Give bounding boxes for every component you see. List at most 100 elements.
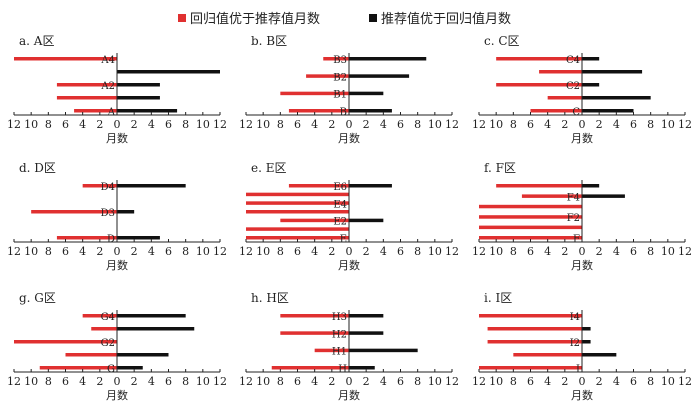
- category-label: F2: [567, 213, 580, 224]
- x-tick-label: 4: [380, 245, 387, 258]
- panel-title: h. H区: [251, 291, 289, 305]
- x-tick-label: 4: [148, 245, 155, 258]
- bar-red: [246, 227, 349, 231]
- x-axis-label: 月数: [338, 389, 360, 402]
- bar-red: [513, 353, 582, 357]
- category-label: C2: [566, 81, 580, 92]
- category-label: G2: [101, 338, 115, 349]
- bar-red: [65, 353, 117, 357]
- bar-black: [117, 70, 220, 74]
- bar-red: [246, 210, 349, 214]
- panel-title: g. G区: [19, 291, 56, 305]
- x-tick-label: 4: [613, 245, 620, 258]
- bar-red: [246, 201, 349, 205]
- category-label: F: [573, 234, 580, 245]
- x-tick-label: 2: [96, 118, 103, 131]
- category-label: B3: [333, 55, 347, 66]
- x-tick-label: 12: [7, 118, 21, 131]
- x-tick-label: 10: [196, 375, 210, 388]
- x-tick-label: 2: [561, 375, 568, 388]
- x-tick-label: 10: [489, 375, 503, 388]
- legend-swatch-black: [369, 14, 377, 22]
- bar-black: [582, 194, 625, 198]
- bar-red: [479, 225, 582, 230]
- x-tick-label: 10: [489, 245, 503, 258]
- x-tick-label: 4: [311, 245, 318, 258]
- x-tick-label: 6: [397, 375, 404, 388]
- x-tick-label: 12: [239, 245, 253, 258]
- x-tick-label: 10: [489, 118, 503, 131]
- category-label: H1: [332, 347, 347, 358]
- panel-title: i. I区: [484, 291, 512, 305]
- x-tick-label: 4: [544, 375, 551, 388]
- category-label: D: [107, 234, 115, 245]
- category-label: B2: [333, 72, 347, 83]
- x-tick-label: 6: [294, 118, 301, 131]
- bar-black: [117, 184, 186, 188]
- category-label: H2: [332, 329, 347, 340]
- x-tick-label: 0: [114, 375, 121, 388]
- bar-black: [117, 83, 160, 87]
- bar-red: [14, 340, 117, 344]
- panel-title: c. C区: [484, 34, 520, 48]
- x-tick-label: 12: [239, 375, 253, 388]
- category-label: G4: [101, 312, 115, 323]
- x-tick-label: 2: [131, 245, 138, 258]
- bar-black: [582, 327, 591, 331]
- x-tick-label: 12: [678, 375, 692, 388]
- bar-red: [496, 83, 582, 87]
- x-tick-label: 12: [472, 245, 486, 258]
- panel-title: d. D区: [19, 161, 56, 175]
- bar-red: [74, 109, 117, 113]
- bar-black: [582, 184, 600, 188]
- x-tick-label: 6: [294, 375, 301, 388]
- x-tick-label: 8: [414, 245, 421, 258]
- category-label: G: [107, 364, 115, 375]
- x-tick-label: 0: [346, 245, 353, 258]
- category-label: E4: [333, 199, 347, 210]
- x-tick-label: 10: [24, 375, 38, 388]
- x-tick-label: 10: [661, 118, 675, 131]
- bar-black: [117, 353, 169, 357]
- panel-title: f. F区: [484, 161, 516, 175]
- x-tick-label: 10: [24, 118, 38, 131]
- bar-red: [323, 57, 349, 61]
- x-tick-label: 6: [165, 245, 172, 258]
- category-label: C: [572, 107, 580, 118]
- x-tick-label: 6: [630, 245, 637, 258]
- x-tick-label: 10: [428, 118, 442, 131]
- x-tick-label: 10: [24, 245, 38, 258]
- x-tick-label: 2: [596, 245, 603, 258]
- x-tick-label: 10: [661, 375, 675, 388]
- bar-red: [56, 83, 117, 87]
- x-tick-label: 6: [397, 118, 404, 131]
- x-tick-label: 4: [79, 245, 86, 258]
- x-tick-label: 8: [45, 245, 52, 258]
- bar-black: [582, 83, 600, 87]
- x-tick-label: 12: [213, 245, 227, 258]
- category-label: A4: [100, 55, 115, 66]
- category-label: I: [576, 364, 580, 375]
- legend-item-red: 回归值优于推荐值月数: [178, 8, 320, 27]
- x-axis-label: 月数: [338, 132, 360, 145]
- bar-red: [39, 366, 117, 370]
- legend-item-black: 推荐值优于回归值月数: [369, 8, 511, 27]
- bar-black: [349, 314, 384, 318]
- x-tick-label: 2: [328, 245, 335, 258]
- x-tick-label: 2: [561, 245, 568, 258]
- x-tick-label: 6: [62, 118, 69, 131]
- x-tick-label: 10: [256, 375, 270, 388]
- bar-black: [582, 109, 634, 113]
- x-tick-label: 12: [472, 118, 486, 131]
- category-label: F4: [567, 192, 580, 203]
- panel-title: e. E区: [251, 161, 287, 175]
- category-label: A: [107, 107, 116, 118]
- x-axis-label: 月数: [106, 132, 128, 145]
- x-tick-label: 0: [346, 118, 353, 131]
- x-tick-label: 0: [579, 375, 586, 388]
